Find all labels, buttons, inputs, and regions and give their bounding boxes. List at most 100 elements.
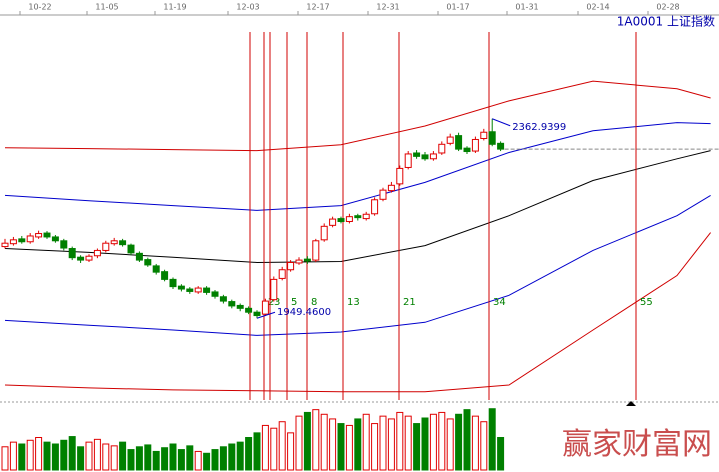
- date-label: 12-03: [236, 3, 259, 12]
- candle-body: [320, 225, 328, 241]
- candle-body: [438, 143, 446, 154]
- candle-body: [102, 242, 110, 251]
- volume-bar: [18, 443, 26, 471]
- volume-bar: [287, 432, 295, 471]
- watermark: 赢家财富网: [562, 427, 712, 462]
- volume-bar: [43, 441, 51, 471]
- candle-body: [186, 288, 194, 292]
- volume-bar: [245, 437, 253, 471]
- volume-bar: [320, 413, 328, 471]
- candle-body: [1, 242, 9, 248]
- fib-label: 3: [274, 297, 280, 308]
- candle-body: [119, 240, 127, 246]
- date-label: 01-17: [446, 3, 469, 12]
- volume-bar: [228, 443, 236, 471]
- volume-bar: [421, 417, 429, 471]
- candle-body: [362, 213, 370, 220]
- candle-body: [371, 199, 379, 215]
- candle-body: [77, 256, 85, 261]
- candle-body: [396, 167, 404, 185]
- volume-bar: [371, 423, 379, 471]
- volume-bar: [463, 409, 471, 471]
- annotation-leader: [256, 311, 276, 319]
- volume-bar: [26, 439, 34, 471]
- volume-bar: [1, 446, 9, 471]
- candle-body: [354, 215, 362, 219]
- volume-bar: [413, 423, 421, 471]
- volume-bar: [144, 444, 152, 471]
- candle-body: [455, 135, 463, 150]
- volume-bar: [337, 423, 345, 471]
- volume-bar: [396, 411, 404, 471]
- band-line: [4, 232, 711, 393]
- candle-body: [9, 239, 17, 245]
- chart-title: 1A0001 上证指数: [617, 14, 715, 29]
- marker: [626, 401, 636, 406]
- candle-body: [135, 252, 143, 261]
- candle-body: [177, 285, 185, 290]
- volume-bar: [211, 449, 219, 471]
- volume-bar: [194, 450, 202, 471]
- fib-label: 13: [347, 297, 360, 308]
- volume-bar: [270, 427, 278, 471]
- candle-body: [312, 240, 320, 261]
- volume-bar: [236, 441, 244, 471]
- volume-bar: [312, 409, 320, 471]
- fib-label: 8: [311, 297, 317, 308]
- date-label: 11-19: [163, 3, 186, 12]
- volume-bar: [152, 450, 160, 471]
- candle-body: [18, 238, 26, 243]
- candle-body: [144, 259, 152, 266]
- volume-bar: [345, 424, 353, 471]
- annotation-leader: [492, 118, 511, 127]
- candle-body: [236, 304, 244, 309]
- candle-body: [152, 265, 160, 273]
- volume-bar: [135, 446, 143, 471]
- date-label: 02-14: [586, 3, 609, 12]
- volume-bar: [35, 437, 43, 471]
- volume-bar: [219, 446, 227, 471]
- volume-bar: [379, 415, 387, 471]
- fib-label: 21: [403, 297, 416, 308]
- volume-bar: [354, 418, 362, 471]
- volume-bar: [387, 418, 395, 471]
- date-label: 10-22: [28, 3, 51, 12]
- candle-body: [429, 153, 437, 160]
- volume-bar: [9, 441, 17, 471]
- volume-bar: [110, 445, 118, 471]
- volume-bar: [329, 418, 337, 471]
- candle-body: [245, 307, 253, 313]
- volume-bar: [127, 449, 135, 471]
- fib-label: 55: [640, 297, 653, 308]
- candle-body: [480, 131, 488, 140]
- candle-body: [497, 142, 505, 150]
- fib-label: 34: [493, 297, 506, 308]
- candle-body: [194, 287, 202, 293]
- volume-bar: [446, 418, 454, 471]
- candle-body: [345, 216, 353, 222]
- volume-bar: [480, 421, 488, 471]
- annotation: 2362.9399: [512, 122, 566, 133]
- volume-bar: [497, 437, 505, 471]
- candle-body: [278, 269, 286, 279]
- band-line: [4, 80, 711, 152]
- volume-bar: [404, 415, 412, 471]
- volume-bar: [102, 443, 110, 471]
- volume-bar: [60, 439, 68, 471]
- candle-body: [488, 131, 496, 145]
- volume-bar: [177, 449, 185, 471]
- date-label: 01-31: [515, 3, 538, 12]
- candle-body: [93, 249, 101, 257]
- volume-bar: [161, 447, 169, 471]
- volume-bar: [488, 408, 496, 471]
- candle-body: [68, 248, 76, 259]
- candle-body: [404, 153, 412, 168]
- annotation: 1949.4600: [277, 307, 331, 318]
- candle-body: [211, 291, 219, 297]
- candle-body: [261, 300, 269, 315]
- volume-bar: [85, 441, 93, 471]
- date-label: 02-28: [656, 3, 679, 12]
- candle-body: [329, 218, 337, 226]
